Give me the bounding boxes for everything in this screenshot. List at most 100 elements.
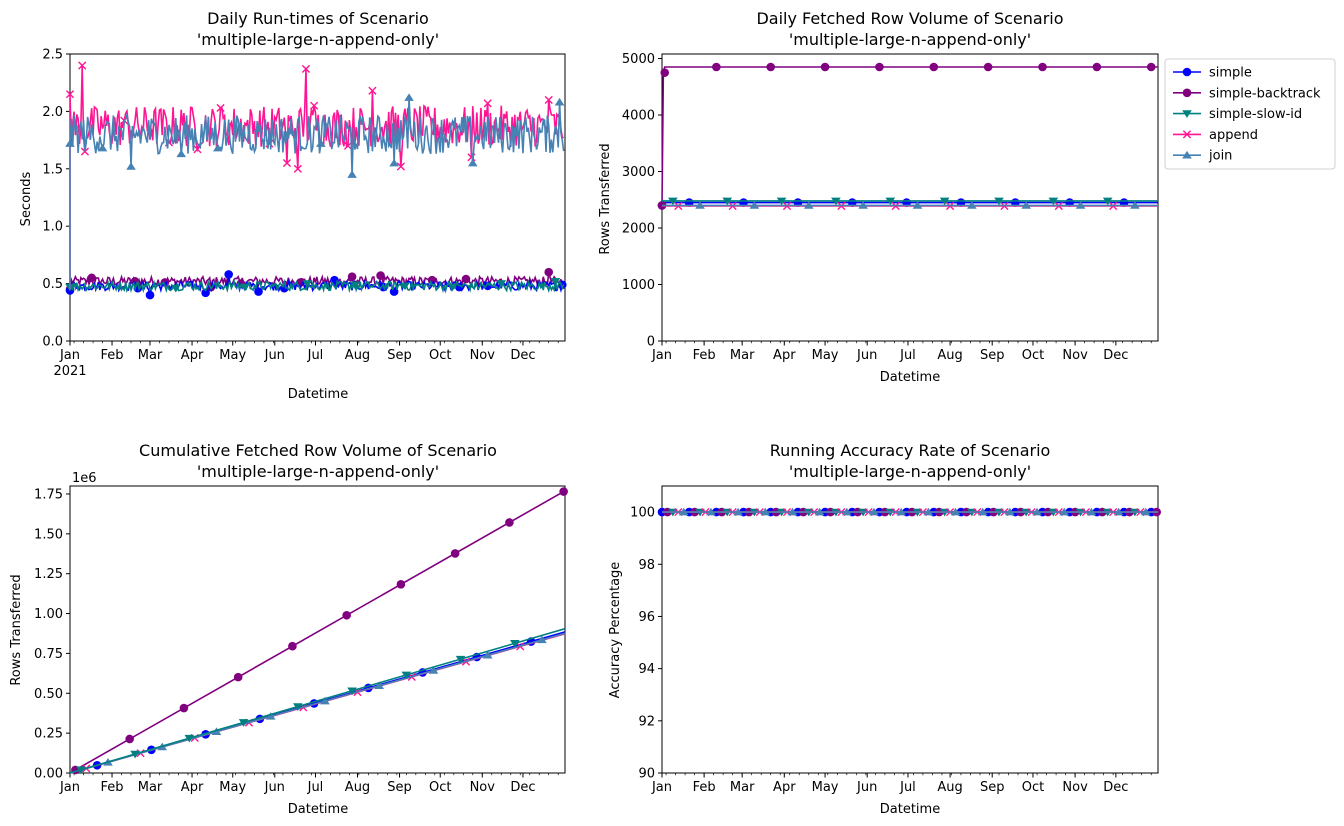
x-tick-label: Apr — [181, 348, 204, 363]
data-point — [695, 201, 705, 209]
data-point — [130, 750, 140, 759]
data-point — [396, 580, 406, 589]
y-tick-label: 0.5 — [42, 277, 63, 292]
y-tick-label: 2000 — [622, 222, 655, 237]
x-tick-label: Jul — [307, 348, 324, 363]
data-point — [820, 62, 830, 72]
y-tick-label: 100 — [630, 506, 655, 521]
y-tick-label: 0.00 — [34, 767, 63, 782]
y-tick-label: 0.75 — [34, 647, 63, 662]
plot-frame — [69, 53, 566, 342]
legend-marker — [1182, 150, 1192, 159]
series-simple-backtrack — [657, 62, 1158, 210]
data-point — [450, 549, 460, 558]
data-point — [929, 62, 939, 72]
data-point — [401, 671, 412, 680]
series-simple-slow-id — [662, 197, 1158, 206]
data-point — [254, 287, 263, 296]
data-point — [201, 288, 210, 298]
x-tick-label: Sep — [387, 348, 412, 363]
data-point — [145, 290, 155, 300]
x-tick-label: May — [812, 780, 839, 795]
x-tick-label: Apr — [773, 780, 796, 795]
series-join — [662, 507, 1158, 516]
legend-marker — [1182, 88, 1192, 98]
x-tick-label: Dec — [1103, 348, 1128, 363]
data-point — [374, 681, 385, 690]
x-tick-label: Feb — [101, 348, 124, 363]
x-tick-label: Jun — [264, 780, 285, 795]
chart-title: Running Accuracy Rate of Scenario — [770, 441, 1051, 460]
data-point — [760, 507, 771, 516]
x-tick-label: Jul — [899, 780, 916, 795]
data-point — [376, 271, 385, 280]
x-tick-label: Jan — [651, 780, 672, 795]
plot-frame — [661, 485, 1159, 774]
data-point — [559, 487, 568, 496]
data-point — [316, 139, 326, 147]
series-append — [65, 61, 565, 290]
data-point — [347, 687, 357, 696]
data-point — [939, 197, 950, 206]
series-join — [65, 93, 565, 290]
data-point — [967, 201, 977, 209]
data-point — [65, 139, 75, 147]
series-line — [69, 278, 565, 294]
x-tick-label: Jul — [899, 348, 916, 363]
chart-subtitle: 'multiple-large-n-append-only' — [197, 462, 439, 481]
x-tick-label: May — [219, 780, 246, 795]
data-point — [454, 282, 464, 292]
data-point — [1146, 62, 1156, 72]
data-point — [550, 278, 561, 286]
y-offset-label: 1e6 — [72, 471, 97, 486]
data-point — [447, 283, 458, 292]
legend-label: simple — [1209, 66, 1252, 81]
x-tick-label: Nov — [470, 780, 496, 795]
data-point — [831, 197, 841, 206]
data-point — [885, 197, 896, 206]
data-point — [1021, 201, 1031, 209]
y-tick-label: 1.50 — [34, 527, 63, 542]
series-line — [69, 271, 564, 290]
y-axis-label: Rows Transferred — [9, 574, 24, 685]
y-tick-label: 5000 — [622, 52, 655, 67]
data-point — [482, 650, 493, 659]
data-point — [224, 270, 233, 279]
data-point — [125, 734, 134, 744]
legend-marker — [1182, 130, 1192, 139]
data-point — [78, 61, 87, 70]
y-tick-label: 2.5 — [42, 48, 63, 63]
series-line — [69, 65, 565, 290]
x-tick-label: 2021 — [53, 364, 86, 379]
series-line — [661, 66, 1158, 206]
data-point — [455, 655, 466, 664]
series-join — [662, 201, 1158, 209]
x-tick-label: Jun — [856, 780, 877, 795]
axes-3: 90 92 94 96 98 100 Jan Feb Mar Apr May Jun Jul Aug Sep… — [630, 485, 1159, 795]
chart-title: Cumulative Fetched Row Volume of Scenari… — [139, 441, 497, 460]
data-point — [766, 62, 776, 72]
chart-subtitle: 'multiple-large-n-append-only' — [789, 30, 1031, 49]
data-point — [678, 507, 689, 516]
data-point — [320, 696, 330, 705]
data-point — [722, 197, 733, 206]
data-point — [349, 281, 360, 290]
data-point — [293, 703, 303, 711]
y-tick-label: 0.0 — [42, 335, 63, 350]
data-point — [233, 672, 243, 682]
y-tick-label: 4000 — [622, 109, 655, 124]
y-tick-label: 0.50 — [34, 687, 63, 702]
x-tick-label: Apr — [181, 780, 204, 795]
y-tick-label: 1000 — [622, 278, 655, 293]
series-simple-backtrack — [69, 487, 568, 775]
data-point — [126, 162, 136, 170]
data-point — [505, 518, 514, 527]
data-point — [923, 507, 934, 516]
x-tick-label: Oct — [429, 780, 451, 795]
y-tick-label: 3000 — [622, 165, 655, 180]
data-point — [1075, 201, 1086, 209]
data-point — [176, 149, 187, 158]
chart-accuracy: Running Accuracy Rate of Scenario 'multi… — [608, 441, 1050, 817]
